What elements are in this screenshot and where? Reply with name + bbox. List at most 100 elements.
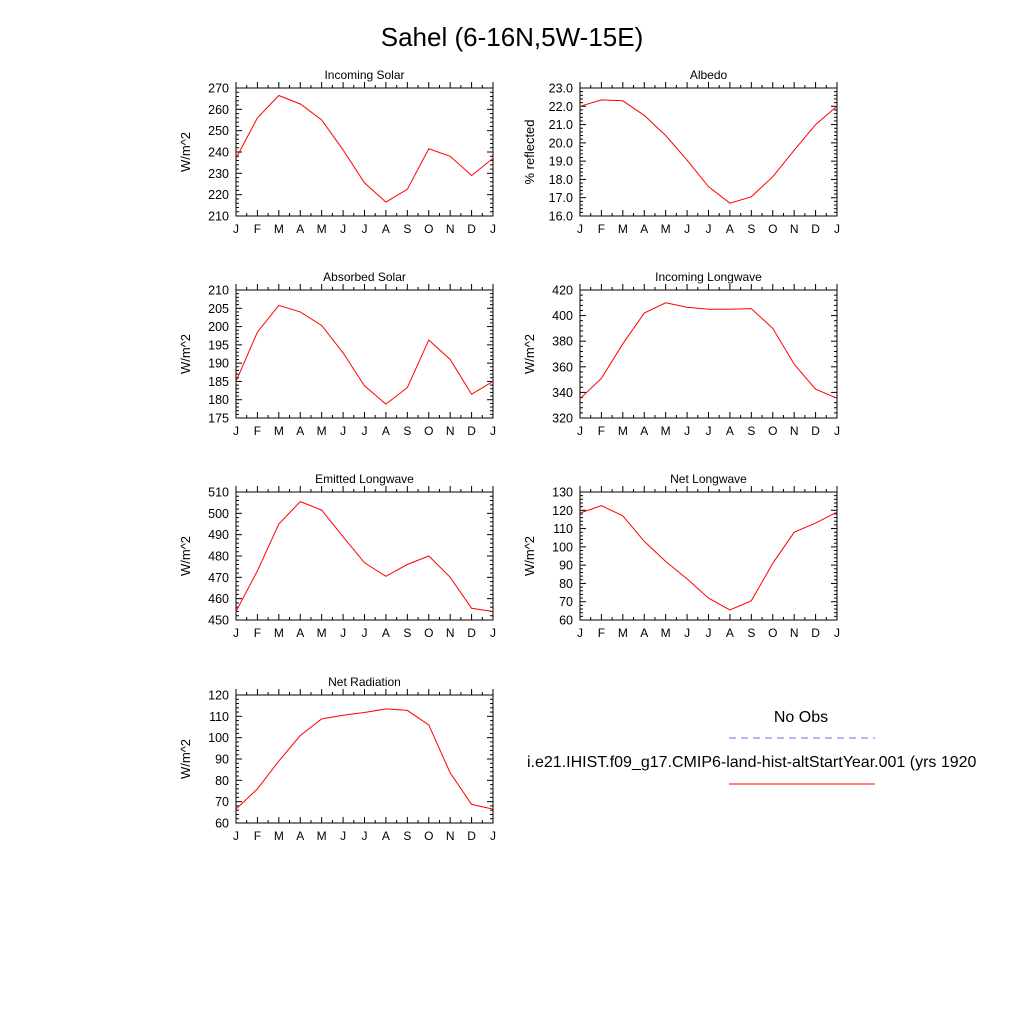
x-tick-label: A bbox=[382, 424, 390, 438]
x-tick-label: M bbox=[317, 626, 327, 640]
x-tick-label: F bbox=[254, 829, 261, 843]
x-tick-label: J bbox=[684, 626, 690, 640]
y-tick-label: 320 bbox=[552, 412, 573, 426]
x-tick-label: D bbox=[811, 222, 820, 236]
y-tick-label: 200 bbox=[208, 320, 229, 334]
y-tick-label: 17.0 bbox=[549, 191, 573, 205]
x-tick-label: N bbox=[790, 222, 799, 236]
x-tick-label: J bbox=[362, 222, 368, 236]
y-tick-label: 70 bbox=[559, 595, 573, 609]
x-tick-label: A bbox=[296, 424, 304, 438]
x-tick-label: M bbox=[274, 829, 284, 843]
y-tick-label: 100 bbox=[552, 540, 573, 554]
y-axis-label: W/m^2 bbox=[178, 739, 193, 779]
x-tick-label: J bbox=[340, 829, 346, 843]
y-tick-label: 18.0 bbox=[549, 173, 573, 187]
x-tick-label: A bbox=[726, 424, 734, 438]
x-tick-label: J bbox=[684, 222, 690, 236]
y-tick-label: 60 bbox=[215, 817, 229, 831]
x-tick-label: S bbox=[403, 222, 411, 236]
x-tick-label: S bbox=[403, 829, 411, 843]
x-tick-label: A bbox=[296, 829, 304, 843]
legend: No Obs i.e21.IHIST.f09_g17.CMIP6-land-hi… bbox=[527, 709, 977, 785]
x-tick-label: O bbox=[768, 424, 777, 438]
x-tick-label: S bbox=[403, 424, 411, 438]
x-tick-label: J bbox=[490, 222, 496, 236]
y-tick-label: 205 bbox=[208, 302, 229, 316]
x-tick-label: F bbox=[254, 626, 261, 640]
x-tick-label: J bbox=[340, 424, 346, 438]
plot-frame bbox=[235, 289, 494, 419]
chart-title: Incoming Solar bbox=[324, 68, 404, 82]
x-tick-label: A bbox=[382, 626, 390, 640]
x-tick-label: S bbox=[747, 626, 755, 640]
chart-title: Emitted Longwave bbox=[315, 472, 414, 486]
x-tick-label: J bbox=[684, 424, 690, 438]
x-tick-label: O bbox=[424, 222, 433, 236]
y-axis-label: W/m^2 bbox=[178, 536, 193, 576]
x-tick-label: J bbox=[834, 222, 840, 236]
x-tick-label: J bbox=[577, 626, 583, 640]
y-tick-label: 360 bbox=[552, 360, 573, 374]
y-tick-label: 195 bbox=[208, 338, 229, 352]
x-tick-label: J bbox=[834, 626, 840, 640]
x-tick-label: O bbox=[424, 424, 433, 438]
y-tick-label: 70 bbox=[215, 795, 229, 809]
x-tick-label: A bbox=[382, 222, 390, 236]
x-tick-label: M bbox=[618, 626, 628, 640]
y-tick-label: 220 bbox=[208, 188, 229, 202]
x-tick-label: N bbox=[446, 424, 455, 438]
x-tick-label: D bbox=[467, 829, 476, 843]
y-tick-label: 240 bbox=[208, 146, 229, 160]
x-tick-label: S bbox=[403, 626, 411, 640]
y-tick-label: 190 bbox=[208, 357, 229, 371]
x-tick-label: J bbox=[362, 424, 368, 438]
series-line bbox=[235, 501, 494, 612]
x-tick-label: J bbox=[340, 626, 346, 640]
y-tick-label: 250 bbox=[208, 124, 229, 138]
series-line bbox=[579, 99, 838, 204]
x-tick-label: A bbox=[296, 626, 304, 640]
y-tick-label: 260 bbox=[208, 103, 229, 117]
x-tick-label: O bbox=[424, 829, 433, 843]
y-axis-label: % reflected bbox=[522, 119, 537, 184]
x-tick-label: M bbox=[661, 424, 671, 438]
y-tick-label: 470 bbox=[208, 571, 229, 585]
y-tick-label: 120 bbox=[208, 689, 229, 703]
x-tick-label: J bbox=[577, 424, 583, 438]
y-tick-label: 460 bbox=[208, 592, 229, 606]
series-line bbox=[235, 94, 494, 203]
x-tick-label: M bbox=[661, 222, 671, 236]
y-tick-label: 180 bbox=[208, 393, 229, 407]
y-tick-label: 90 bbox=[559, 559, 573, 573]
y-tick-label: 80 bbox=[559, 577, 573, 591]
y-tick-label: 420 bbox=[552, 284, 573, 298]
x-tick-label: N bbox=[446, 222, 455, 236]
y-tick-label: 450 bbox=[208, 614, 229, 628]
y-tick-label: 130 bbox=[552, 486, 573, 500]
x-tick-label: D bbox=[811, 626, 820, 640]
series-line bbox=[579, 302, 838, 400]
x-tick-label: J bbox=[490, 829, 496, 843]
y-tick-label: 22.0 bbox=[549, 100, 573, 114]
y-tick-label: 490 bbox=[208, 528, 229, 542]
x-tick-label: F bbox=[598, 626, 605, 640]
y-tick-label: 175 bbox=[208, 412, 229, 426]
x-tick-label: D bbox=[467, 424, 476, 438]
plot-frame bbox=[235, 694, 494, 824]
x-tick-label: J bbox=[706, 222, 712, 236]
y-tick-label: 19.0 bbox=[549, 155, 573, 169]
x-tick-label: N bbox=[790, 424, 799, 438]
legend-obs-label: No Obs bbox=[774, 709, 828, 726]
plot-frame bbox=[235, 491, 494, 621]
chart-title: Incoming Longwave bbox=[655, 270, 762, 284]
y-tick-label: 16.0 bbox=[549, 210, 573, 224]
x-tick-label: N bbox=[790, 626, 799, 640]
x-tick-label: A bbox=[640, 424, 648, 438]
